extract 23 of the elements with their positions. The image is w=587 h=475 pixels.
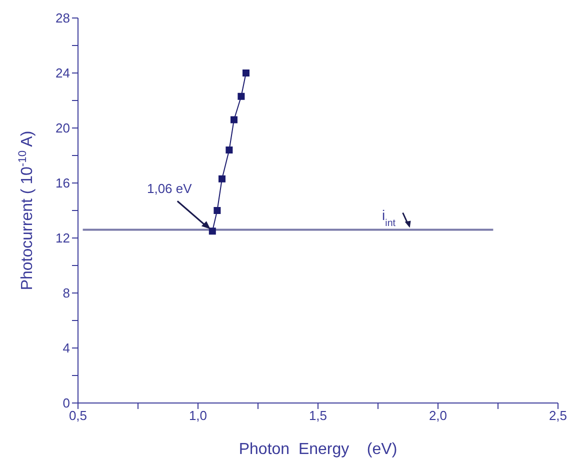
point: [214, 207, 221, 214]
y-tick-label: 12: [56, 230, 70, 246]
y-tick-label: 28: [56, 10, 70, 26]
point: [218, 175, 226, 182]
x-tick-label: 2,5: [548, 408, 568, 424]
y-tick-label: 16: [56, 176, 70, 191]
point: [208, 228, 216, 235]
y-tick-label: 0: [62, 396, 70, 411]
point: [242, 70, 250, 76]
y-tick-label: 8: [62, 286, 70, 301]
point: [230, 116, 238, 124]
annotation: i$_{int}$: [382, 206, 396, 228]
x-tick-label: 1,5: [308, 408, 328, 424]
x-tick-label: 0,5: [68, 408, 88, 424]
point: [238, 92, 245, 100]
x-tick-label: 1,0: [188, 408, 208, 424]
x-tick-label: 2,0: [428, 408, 448, 424]
point: [226, 146, 233, 154]
y-tick-label: 20: [56, 120, 70, 136]
annotation: 1,06 eV: [146, 181, 192, 196]
x-axis-title: Photon Energy (eV): [238, 441, 398, 458]
y-tick-label: 24: [56, 66, 70, 81]
y-tick-label: 4: [62, 340, 70, 356]
